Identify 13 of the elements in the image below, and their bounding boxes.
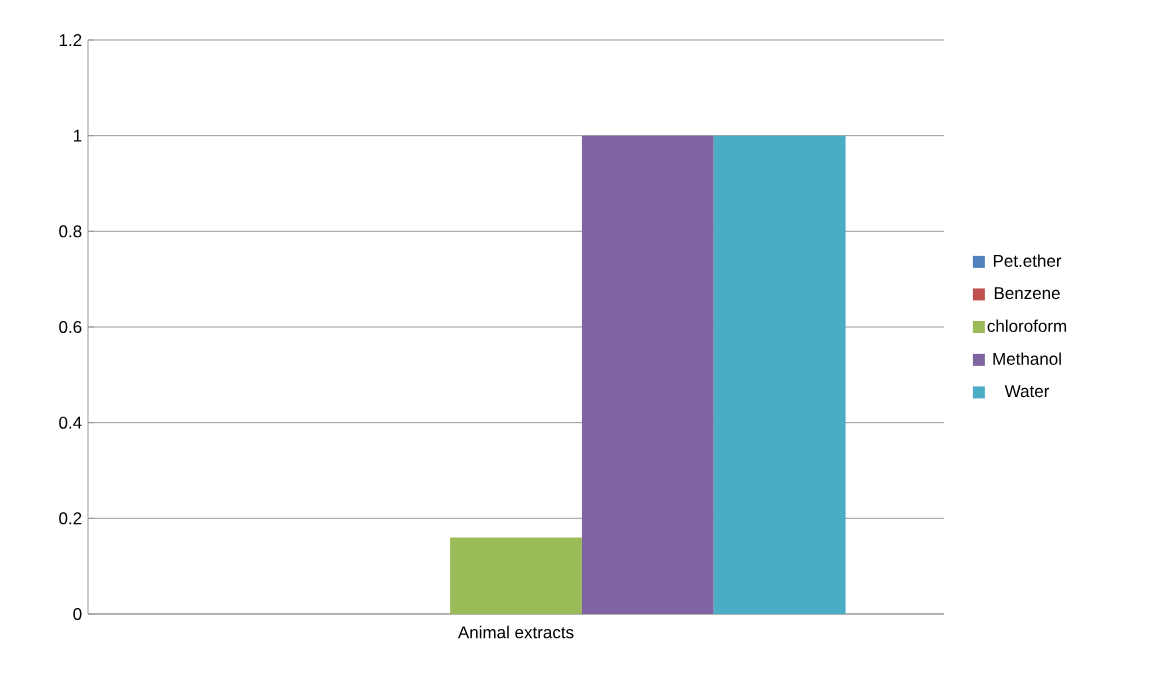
- legend-label: Methanol: [993, 352, 1061, 365]
- legend-label: Water: [1004, 385, 1050, 398]
- x-tick-label: Animal extracts: [457, 625, 574, 639]
- legend-label: Benzene: [994, 287, 1060, 300]
- y-tick-label: 1: [73, 129, 82, 142]
- legend-label: chloroform: [987, 319, 1067, 333]
- y-tick-label: 0.2: [59, 512, 82, 525]
- y-tick-label: 1.2: [59, 34, 82, 46]
- y-tick-label: 0.6: [59, 320, 82, 334]
- y-tick-label: 0: [73, 607, 82, 621]
- legend-label: Pet.ether: [993, 254, 1062, 267]
- y-tick-label: 0.8: [59, 225, 82, 238]
- y-tick-label: 0.4: [59, 416, 82, 429]
